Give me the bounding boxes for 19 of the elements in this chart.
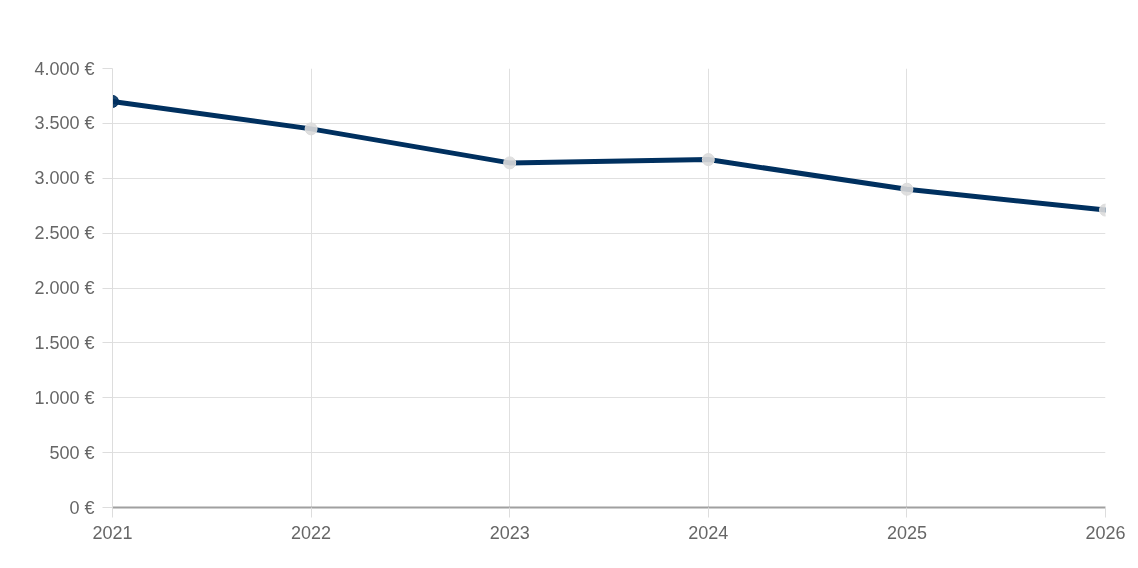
point	[900, 182, 914, 196]
y-tick-label: 3.000 €	[34, 168, 95, 189]
point	[304, 122, 318, 136]
y-tick-label: 3.500 €	[34, 113, 95, 134]
y-tick-label: 4.000 €	[34, 58, 95, 79]
point	[503, 156, 517, 170]
y-tick-label: 1.000 €	[34, 387, 95, 408]
x-tick-label: 2026	[1085, 522, 1126, 543]
y-tick-label: 0 €	[69, 497, 95, 518]
x-tick-label: 2024	[688, 522, 729, 543]
x-tick-label: 2021	[92, 522, 133, 543]
x-tick-label: 2025	[886, 522, 927, 543]
y-tick-label: 1.500 €	[34, 332, 95, 353]
y-tick-label: 500 €	[49, 442, 95, 463]
point	[701, 153, 715, 167]
x-tick-label: 2022	[291, 522, 332, 543]
y-tick-label: 2.500 €	[34, 223, 95, 244]
x-tick-label: 2023	[489, 522, 530, 543]
y-tick-label: 2.000 €	[34, 278, 95, 298]
